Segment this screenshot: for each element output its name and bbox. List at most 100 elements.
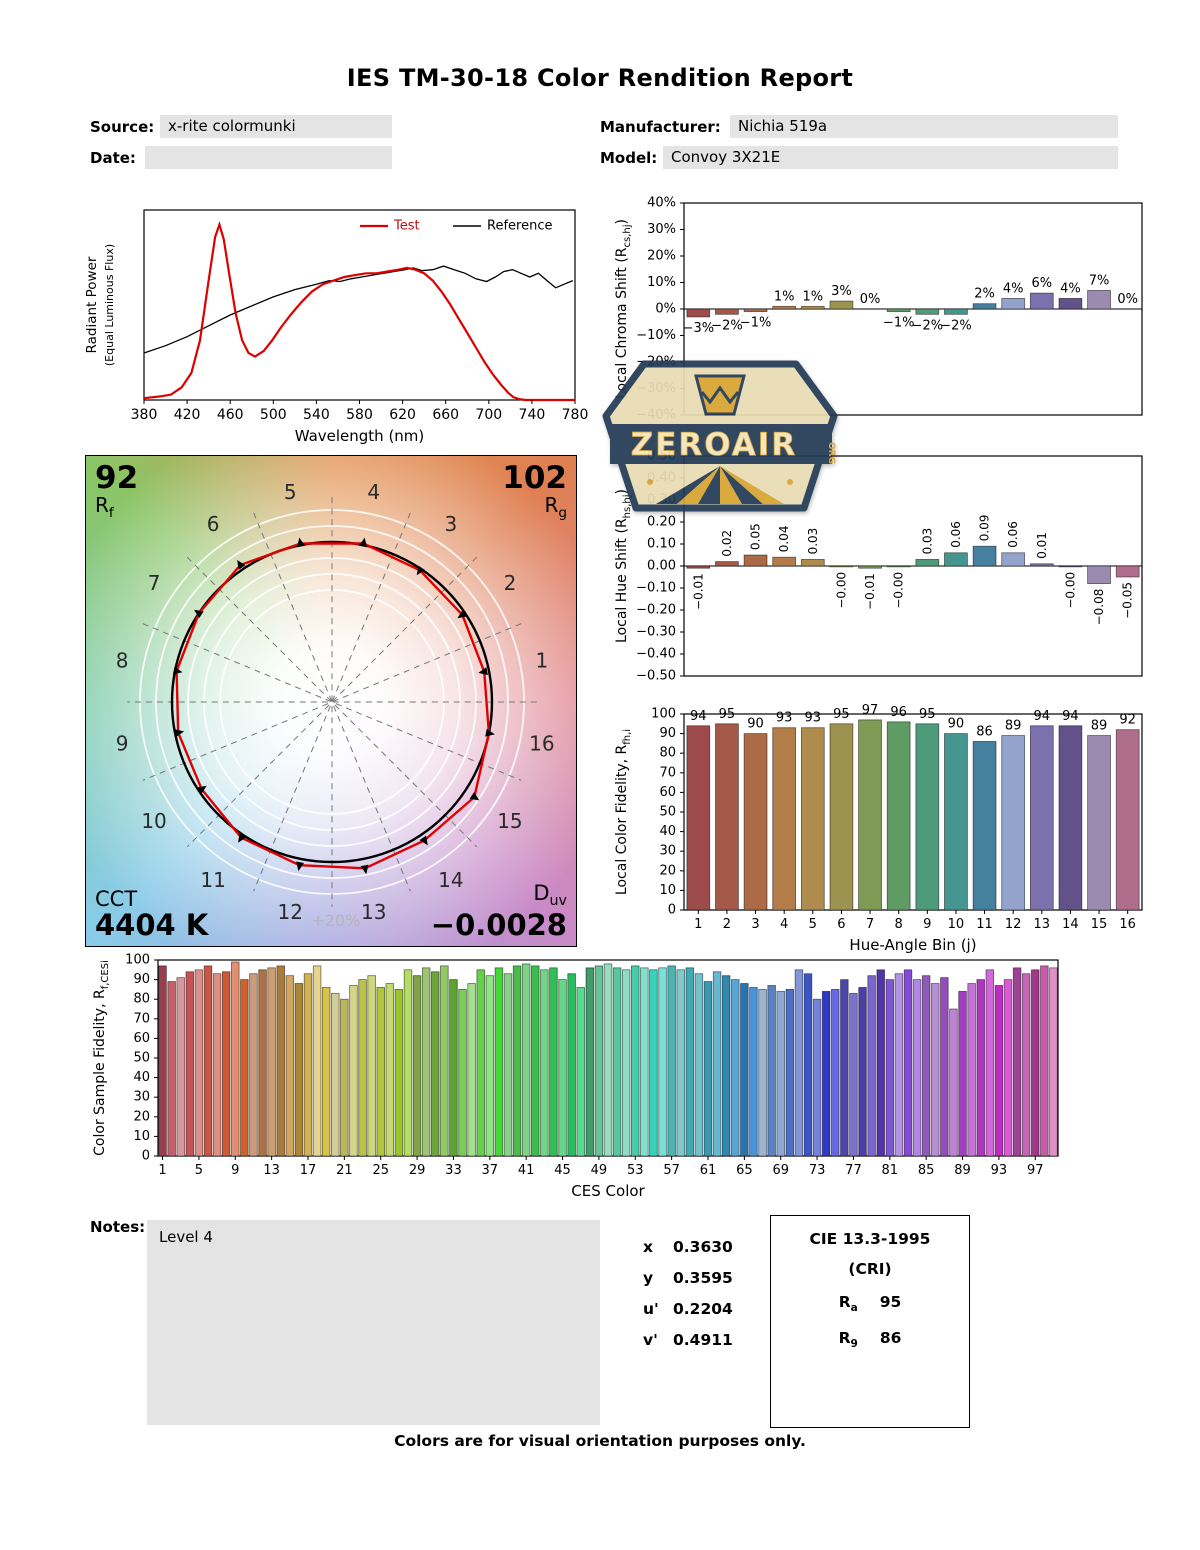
svg-text:12: 12 xyxy=(278,900,303,924)
svg-text:96: 96 xyxy=(890,705,907,720)
svg-text:−0.08: −0.08 xyxy=(1092,589,1106,626)
svg-text:7: 7 xyxy=(148,571,161,595)
svg-text:8: 8 xyxy=(116,648,129,672)
svg-text:420: 420 xyxy=(174,407,201,423)
svg-text:0.00: 0.00 xyxy=(647,559,676,574)
svg-text:9: 9 xyxy=(923,917,931,932)
svg-text:660: 660 xyxy=(432,407,459,423)
dot-icon xyxy=(787,479,793,485)
date-value-field xyxy=(145,146,392,169)
svg-text:77: 77 xyxy=(845,1163,862,1178)
svg-text:−0.00: −0.00 xyxy=(1063,572,1077,609)
manufacturer-label: Manufacturer: xyxy=(600,118,721,136)
svg-text:0.01: 0.01 xyxy=(1035,532,1049,559)
svg-text:90: 90 xyxy=(747,717,764,732)
svg-text:93: 93 xyxy=(805,711,822,726)
svg-text:2%: 2% xyxy=(974,287,995,302)
svg-text:41: 41 xyxy=(518,1163,535,1178)
flashlight-icon xyxy=(694,374,746,416)
svg-text:780: 780 xyxy=(562,407,589,423)
svg-text:0.04: 0.04 xyxy=(777,525,791,552)
svg-text:45: 45 xyxy=(554,1163,571,1178)
svg-text:−3%: −3% xyxy=(683,321,715,336)
page-title: IES TM-30-18 Color Rendition Report xyxy=(346,64,854,92)
svg-text:93: 93 xyxy=(776,711,793,726)
svg-text:53: 53 xyxy=(627,1163,644,1178)
chromaticity-coordinates: x 0.3630 y 0.3595 u' 0.2204 v' 0.4911 xyxy=(643,1238,733,1362)
svg-text:8: 8 xyxy=(895,917,903,932)
svg-text:−0.05: −0.05 xyxy=(1121,582,1135,619)
svg-text:29: 29 xyxy=(409,1163,426,1178)
svg-text:86: 86 xyxy=(976,724,993,739)
rf-score-block: 92 Rf xyxy=(95,462,138,520)
svg-text:10%: 10% xyxy=(647,275,676,290)
svg-text:(Equal Luminous Flux): (Equal Luminous Flux) xyxy=(103,244,116,366)
svg-text:37: 37 xyxy=(482,1163,499,1178)
svg-text:7: 7 xyxy=(866,917,874,932)
svg-text:3: 3 xyxy=(751,917,759,932)
svg-text:70: 70 xyxy=(659,765,676,780)
svg-text:50: 50 xyxy=(659,805,676,820)
cri-r9-row: R9 86 xyxy=(838,1329,902,1351)
svg-text:1: 1 xyxy=(536,648,549,672)
svg-text:40: 40 xyxy=(659,824,676,839)
svg-text:94: 94 xyxy=(690,709,707,724)
notes-box: Level 4 xyxy=(147,1220,600,1425)
svg-text:70: 70 xyxy=(133,1011,150,1026)
svg-text:93: 93 xyxy=(991,1163,1008,1178)
svg-text:95: 95 xyxy=(919,707,936,722)
coord-x-row: x 0.3630 xyxy=(643,1238,733,1256)
svg-text:16: 16 xyxy=(1119,917,1136,932)
svg-text:13: 13 xyxy=(361,900,386,924)
svg-text:Local Color Fidelity, Rfh,i: Local Color Fidelity, Rfh,i xyxy=(614,729,633,895)
svg-text:580: 580 xyxy=(346,407,373,423)
svg-text:CES Color: CES Color xyxy=(571,1182,645,1200)
svg-text:−0.40: −0.40 xyxy=(636,647,676,662)
svg-text:49: 49 xyxy=(591,1163,608,1178)
coord-y-row: y 0.3595 xyxy=(643,1269,733,1287)
svg-text:620: 620 xyxy=(389,407,416,423)
svg-text:540: 540 xyxy=(303,407,330,423)
svg-text:25: 25 xyxy=(372,1163,389,1178)
svg-text:Test: Test xyxy=(393,219,420,234)
rf-label: Rf xyxy=(95,492,114,521)
svg-text:10: 10 xyxy=(141,809,166,833)
svg-text:94: 94 xyxy=(1062,709,1079,724)
svg-text:740: 740 xyxy=(519,407,546,423)
duv-block: Duv −0.0028 xyxy=(431,882,567,940)
svg-text:57: 57 xyxy=(663,1163,680,1178)
plus-20-percent-ring-label: +20% xyxy=(311,911,361,930)
spectral-power-distribution-chart: 380 420 460 500 540 580 620 660 700 740 780 Wavelen… xyxy=(84,209,588,445)
svg-text:40: 40 xyxy=(133,1070,150,1085)
svg-text:16: 16 xyxy=(529,732,554,756)
svg-text:500: 500 xyxy=(260,407,287,423)
manufacturer-value-field: Nichia 519a xyxy=(730,115,1118,138)
svg-text:80: 80 xyxy=(659,746,676,761)
svg-text:0: 0 xyxy=(142,1149,150,1164)
svg-text:−2%: −2% xyxy=(912,318,944,333)
rf-value: 92 xyxy=(95,460,139,496)
svg-text:0.06: 0.06 xyxy=(949,521,963,548)
ray-icon xyxy=(720,466,784,504)
rg-score-block: 102 Rg xyxy=(502,462,567,520)
svg-text:30%: 30% xyxy=(647,222,676,237)
svg-text:40%: 40% xyxy=(647,196,676,211)
svg-text:−0.00: −0.00 xyxy=(834,572,848,609)
svg-text:3%: 3% xyxy=(831,284,852,299)
cri-ra-row: Ra 95 xyxy=(838,1293,902,1315)
svg-text:20%: 20% xyxy=(647,249,676,264)
svg-text:0%: 0% xyxy=(655,302,676,317)
svg-text:60: 60 xyxy=(133,1031,150,1046)
svg-text:−0.01: −0.01 xyxy=(691,573,705,610)
svg-text:14: 14 xyxy=(438,868,463,892)
source-value-field: x-rite colormunki xyxy=(160,115,392,138)
svg-text:21: 21 xyxy=(336,1163,353,1178)
svg-text:0.06: 0.06 xyxy=(1006,521,1020,548)
svg-text:−10%: −10% xyxy=(636,328,676,343)
svg-text:50: 50 xyxy=(133,1051,150,1066)
svg-text:61: 61 xyxy=(700,1163,717,1178)
svg-text:4: 4 xyxy=(367,480,380,504)
svg-text:69: 69 xyxy=(772,1163,789,1178)
svg-text:0.09: 0.09 xyxy=(978,514,992,541)
